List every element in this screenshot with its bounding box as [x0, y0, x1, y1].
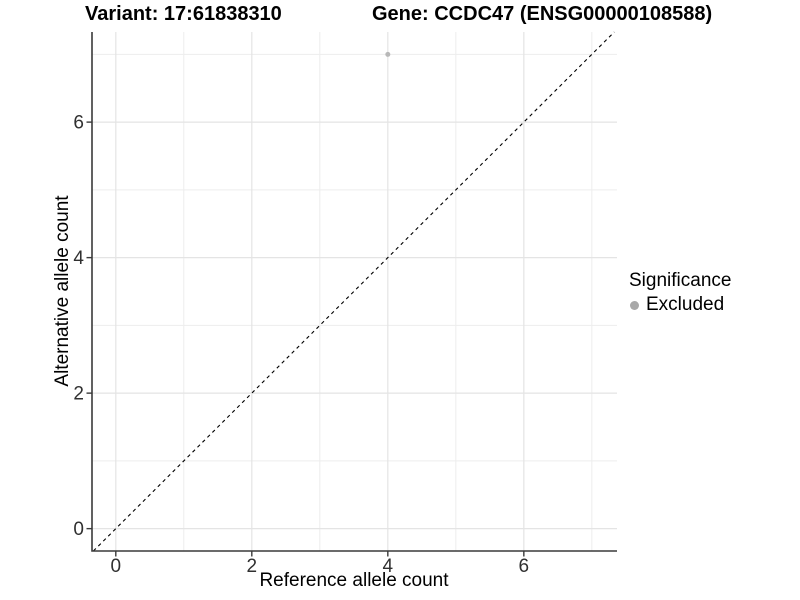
x-tick-label: 2	[247, 556, 258, 577]
plot-title-gene: Gene: CCDC47 (ENSG00000108588)	[372, 3, 713, 25]
axis-lines	[91, 32, 617, 552]
y-tick-label: 4	[73, 248, 84, 269]
y-axis-title: Alternative allele count	[52, 195, 73, 387]
legend-item-label: Excluded	[646, 294, 725, 315]
data-point	[385, 51, 391, 57]
legend-item-excluded: Excluded	[629, 294, 731, 316]
x-axis-title: Reference allele count	[259, 570, 449, 591]
x-tick-label: 4	[383, 556, 394, 577]
identity-line	[92, 31, 615, 552]
x-tick-label: 6	[519, 556, 530, 577]
plot-title-variant: Variant: 17:61838310	[85, 3, 282, 25]
y-tick-label: 6	[73, 113, 84, 134]
legend-point-icon	[630, 300, 639, 310]
y-tick-label: 2	[73, 384, 84, 405]
x-tick-label: 0	[111, 556, 122, 577]
legend: Significance Excluded	[629, 269, 731, 316]
y-tick-label: 0	[73, 519, 84, 540]
legend-title: Significance	[629, 270, 732, 291]
